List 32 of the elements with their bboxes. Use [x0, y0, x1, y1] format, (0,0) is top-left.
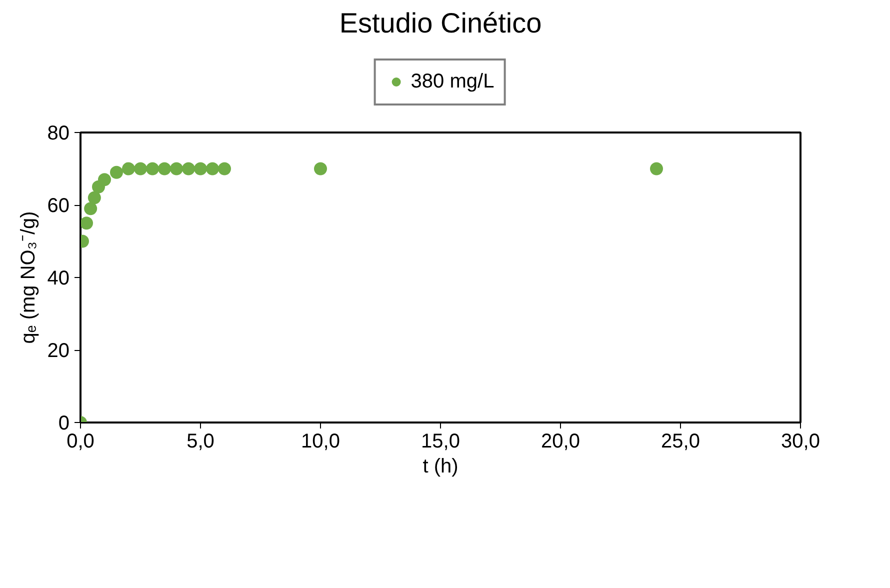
y-tick-label: 0 — [58, 412, 70, 434]
y-axis-title: qₑ (mg NO₃⁻/g) — [17, 211, 40, 344]
point — [84, 202, 98, 216]
point — [110, 166, 123, 179]
point — [170, 162, 183, 176]
point — [146, 162, 159, 176]
chart-title: Estudio Cinético — [339, 8, 542, 38]
x-tick-label: 10,0 — [301, 430, 340, 452]
point — [194, 162, 207, 176]
point — [182, 162, 195, 176]
point — [158, 162, 171, 176]
point — [80, 216, 93, 230]
x-axis-title: t (h) — [422, 456, 458, 478]
point — [218, 162, 231, 176]
x-tick-label: 25,0 — [661, 430, 700, 452]
x-tick-label: 15,0 — [421, 430, 460, 452]
y-tick-label: 60 — [47, 195, 70, 217]
point — [206, 162, 219, 176]
y-tick-label: 20 — [47, 340, 70, 362]
y-tick-label: 40 — [47, 268, 70, 290]
point — [122, 162, 135, 176]
legend-label: 380 mg/L — [410, 70, 494, 93]
point — [98, 173, 111, 186]
x-tick-label: 5,0 — [186, 430, 214, 452]
point — [134, 162, 147, 176]
y-tick-label: 80 — [47, 122, 70, 144]
point — [88, 191, 101, 204]
point — [650, 162, 663, 176]
point — [314, 162, 327, 176]
x-tick-label: 30,0 — [781, 430, 820, 452]
x-tick-label: 20,0 — [541, 430, 580, 452]
x-tick-label: 0,0 — [66, 430, 94, 452]
